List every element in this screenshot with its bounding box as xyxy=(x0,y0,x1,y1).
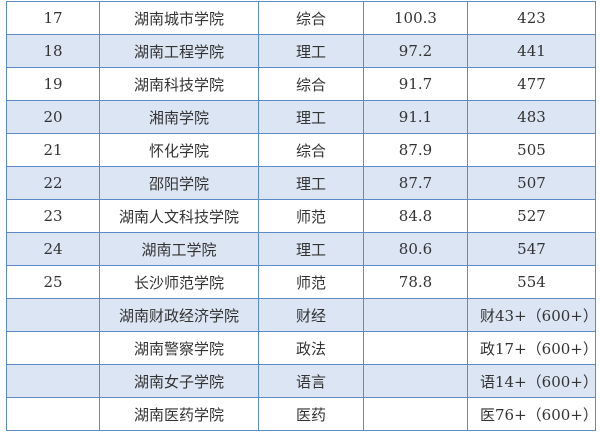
cell-rank: 20 xyxy=(6,100,100,134)
cell-type: 综合 xyxy=(258,1,364,35)
table-row: 23 湖南人文科技学院 师范 84.8 527 xyxy=(6,199,596,233)
table-row: 25 长沙师范学院 师范 78.8 554 xyxy=(6,265,596,299)
cell-national: 505 xyxy=(467,133,596,167)
cell-name: 湖南人文科技学院 xyxy=(99,199,259,233)
cell-name: 怀化学院 xyxy=(99,133,259,167)
cell-score: 84.8 xyxy=(363,199,468,233)
table-row: 20 湘南学院 理工 91.1 483 xyxy=(6,100,596,134)
cell-type: 综合 xyxy=(258,67,364,101)
cell-national: 语14+（600+） xyxy=(467,364,598,398)
cell-type: 理工 xyxy=(258,34,364,68)
table-row: 17 湖南城市学院 综合 100.3 423 xyxy=(6,1,596,35)
cell-type: 政法 xyxy=(258,331,364,365)
table-row: 19 湖南科技学院 综合 91.7 477 xyxy=(6,67,596,101)
cell-rank: 18 xyxy=(6,34,100,68)
cell-national: 423 xyxy=(467,1,596,35)
cell-type: 理工 xyxy=(258,100,364,134)
cell-national: 财43+（600+） xyxy=(467,298,598,332)
table-row: 22 邵阳学院 理工 87.7 507 xyxy=(6,166,596,200)
cell-score xyxy=(363,397,468,431)
cell-rank: 21 xyxy=(6,133,100,167)
cell-national: 477 xyxy=(467,67,596,101)
cell-rank xyxy=(6,364,100,398)
cell-national: 医76+（600+） xyxy=(467,397,598,431)
table-row: 湖南财政经济学院 财经 财43+（600+） xyxy=(6,298,598,332)
cell-type: 理工 xyxy=(258,232,364,266)
cell-rank: 25 xyxy=(6,265,100,299)
cell-name: 湖南医药学院 xyxy=(99,397,259,431)
table-row: 24 湖南工学院 理工 80.6 547 xyxy=(6,232,596,266)
cell-type: 财经 xyxy=(258,298,364,332)
cell-rank: 24 xyxy=(6,232,100,266)
cell-score: 100.3 xyxy=(363,1,468,35)
cell-national: 554 xyxy=(467,265,596,299)
cell-rank: 19 xyxy=(6,67,100,101)
cell-score xyxy=(363,331,468,365)
table-row: 18 湖南工程学院 理工 97.2 441 xyxy=(6,34,596,68)
cell-name: 湖南工程学院 xyxy=(99,34,259,68)
cell-name: 湖南财政经济学院 xyxy=(99,298,259,332)
cell-rank xyxy=(6,397,100,431)
cell-name: 邵阳学院 xyxy=(99,166,259,200)
cell-score xyxy=(363,298,468,332)
cell-score: 78.8 xyxy=(363,265,468,299)
cell-name: 湖南女子学院 xyxy=(99,364,259,398)
cell-score: 87.9 xyxy=(363,133,468,167)
ranking-table: 17 湖南城市学院 综合 100.3 423 18 湖南工程学院 理工 97.2 441 19 湖南科… xyxy=(6,1,598,431)
cell-score: 97.2 xyxy=(363,34,468,68)
table-row: 湖南医药学院 医药 医76+（600+） xyxy=(6,397,598,431)
cell-score: 91.1 xyxy=(363,100,468,134)
cell-rank: 23 xyxy=(6,199,100,233)
cell-national: 527 xyxy=(467,199,596,233)
cell-score xyxy=(363,364,468,398)
cell-score: 91.7 xyxy=(363,67,468,101)
cell-type: 师范 xyxy=(258,265,364,299)
cell-rank xyxy=(6,298,100,332)
cell-national: 547 xyxy=(467,232,596,266)
cell-type: 师范 xyxy=(258,199,364,233)
cell-rank xyxy=(6,331,100,365)
cell-type: 语言 xyxy=(258,364,364,398)
cell-score: 80.6 xyxy=(363,232,468,266)
cell-type: 医药 xyxy=(258,397,364,431)
cell-national: 483 xyxy=(467,100,596,134)
cell-name: 湖南城市学院 xyxy=(99,1,259,35)
cell-name: 湘南学院 xyxy=(99,100,259,134)
cell-national: 441 xyxy=(467,34,596,68)
cell-score: 87.7 xyxy=(363,166,468,200)
cell-type: 综合 xyxy=(258,133,364,167)
cell-name: 湖南科技学院 xyxy=(99,67,259,101)
cell-name: 湖南工学院 xyxy=(99,232,259,266)
cell-type: 理工 xyxy=(258,166,364,200)
cell-national: 507 xyxy=(467,166,596,200)
cell-name: 长沙师范学院 xyxy=(99,265,259,299)
table-row: 湖南女子学院 语言 语14+（600+） xyxy=(6,364,598,398)
cell-name: 湖南警察学院 xyxy=(99,331,259,365)
cell-rank: 22 xyxy=(6,166,100,200)
cell-rank: 17 xyxy=(6,1,100,35)
cell-national: 政17+（600+） xyxy=(467,331,598,365)
table-row: 21 怀化学院 综合 87.9 505 xyxy=(6,133,596,167)
table-row: 湖南警察学院 政法 政17+（600+） xyxy=(6,331,598,365)
